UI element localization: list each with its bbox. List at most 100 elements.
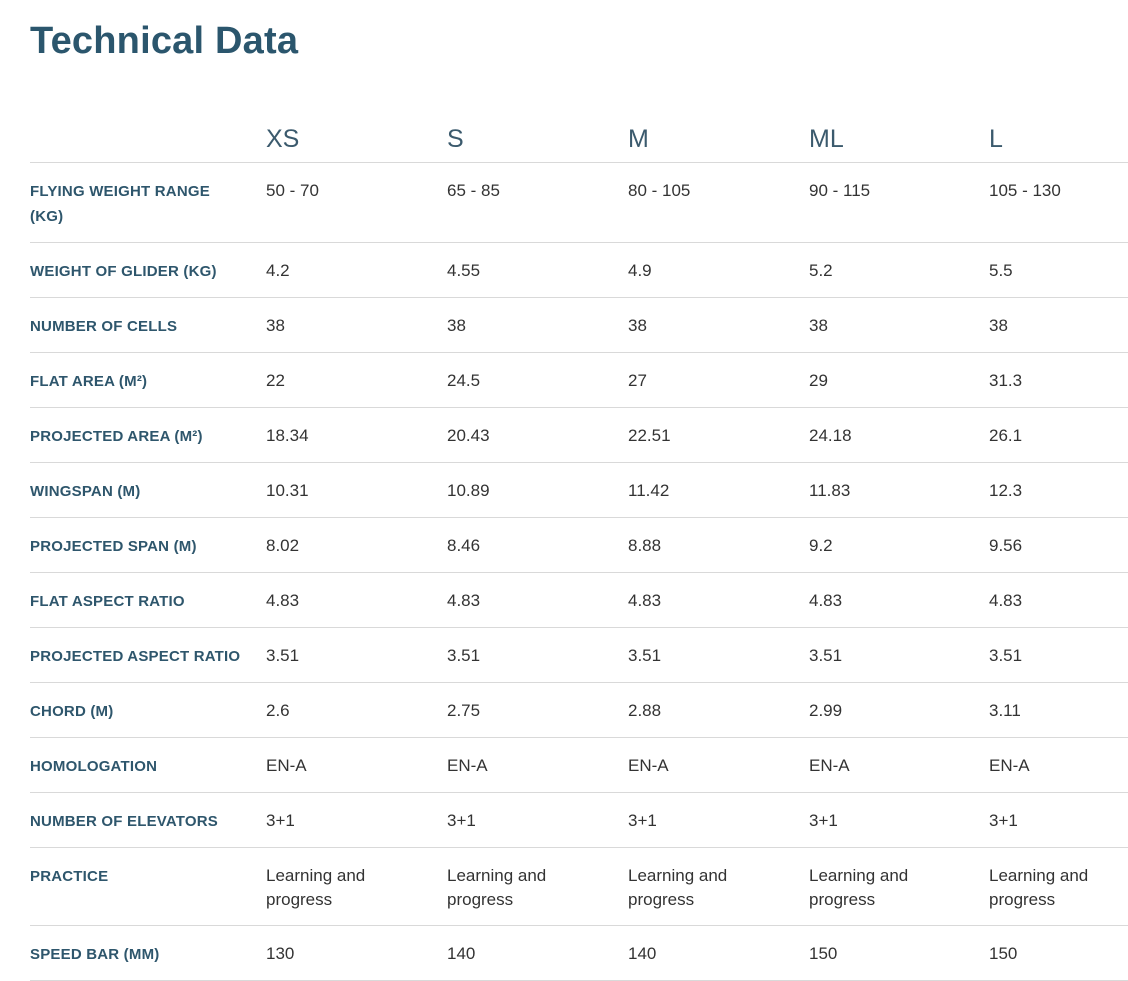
spec-value: 38 — [266, 316, 285, 335]
spec-value: 150 — [989, 944, 1018, 963]
spec-value: 4.83 — [809, 591, 843, 610]
spec-value: 3.11 — [989, 701, 1021, 720]
spec-label: WINGSPAN (M) — [30, 483, 141, 500]
spec-value: Learning and progress — [809, 866, 909, 909]
spec-value: 26.1 — [989, 426, 1023, 445]
spec-value: 50 - 70 — [266, 181, 319, 200]
spec-value: 8.02 — [266, 536, 300, 555]
spec-value: 24.18 — [809, 426, 852, 445]
spec-value: 10.31 — [266, 481, 309, 500]
spec-row-projected-area: PROJECTED AREA (M²) 18.34 20.43 22.51 24… — [30, 408, 1128, 463]
spec-row-wingspan: WINGSPAN (M) 10.31 10.89 11.42 11.83 12.… — [30, 463, 1128, 518]
spec-value: 9.56 — [989, 536, 1023, 555]
spec-value: 20.43 — [447, 426, 490, 445]
spec-value: 3.51 — [266, 646, 300, 665]
spec-value: 4.83 — [447, 591, 481, 610]
spec-label: PROJECTED SPAN (M) — [30, 538, 197, 555]
spec-value: 65 - 85 — [447, 181, 500, 200]
size-column-header-m: M — [628, 125, 649, 153]
spec-label: SPEED BAR (MM) — [30, 946, 160, 963]
spec-label: NUMBER OF ELEVATORS — [30, 813, 218, 830]
spec-row-flat-area: FLAT AREA (M²) 22 24.5 27 29 31.3 — [30, 353, 1128, 408]
spec-row-flying-weight-range: FLYING WEIGHT RANGE (KG) 50 - 70 65 - 85… — [30, 163, 1128, 243]
spec-value: 11.42 — [628, 481, 670, 500]
spec-value: 4.83 — [266, 591, 300, 610]
spec-label: FLYING WEIGHT RANGE (KG) — [30, 183, 210, 225]
spec-value: Learning and progress — [447, 866, 547, 909]
spec-value: 3.51 — [809, 646, 843, 665]
spec-row-flat-aspect-ratio: FLAT ASPECT RATIO 4.83 4.83 4.83 4.83 4.… — [30, 573, 1128, 628]
spec-label: WEIGHT OF GLIDER (KG) — [30, 263, 217, 280]
spec-value: 24.5 — [447, 371, 481, 390]
spec-value: 5.2 — [809, 261, 833, 280]
spec-value: EN-A — [989, 756, 1030, 775]
spec-label: PRACTICE — [30, 868, 109, 885]
spec-label: PROJECTED AREA (M²) — [30, 428, 203, 445]
spec-value: 4.9 — [628, 261, 652, 280]
spec-value: 4.55 — [447, 261, 481, 280]
spec-value: 140 — [628, 944, 657, 963]
spec-value: 3+1 — [989, 811, 1018, 830]
spec-value: 3+1 — [447, 811, 476, 830]
spec-value: 12.3 — [989, 481, 1023, 500]
spec-value: 2.6 — [266, 701, 290, 720]
spec-value: 11.83 — [809, 481, 851, 500]
spec-value: 22.51 — [628, 426, 671, 445]
spec-value: 38 — [989, 316, 1008, 335]
spec-value: 29 — [809, 371, 828, 390]
spec-row-speed-bar: SPEED BAR (MM) 130 140 140 150 150 — [30, 926, 1128, 981]
spec-value: 3.51 — [628, 646, 662, 665]
spec-value: 9.2 — [809, 536, 833, 555]
spec-value: 130 — [266, 944, 295, 963]
spec-value: 22 — [266, 371, 285, 390]
spec-value: 38 — [447, 316, 466, 335]
spec-value: EN-A — [809, 756, 850, 775]
spec-value: 4.83 — [989, 591, 1023, 610]
spec-value: EN-A — [266, 756, 307, 775]
size-column-header-xs: XS — [266, 125, 300, 153]
spec-value: 2.99 — [809, 701, 843, 720]
spec-value: 140 — [447, 944, 476, 963]
spec-row-practice: PRACTICE Learning and progress Learning … — [30, 848, 1128, 926]
spec-label: CHORD (M) — [30, 703, 114, 720]
spec-value: 90 - 115 — [809, 181, 871, 200]
spec-value: 18.34 — [266, 426, 309, 445]
spec-label: FLAT AREA (M²) — [30, 373, 148, 390]
spec-value: 3.51 — [989, 646, 1023, 665]
spec-value: 4.2 — [266, 261, 290, 280]
spec-label: FLAT ASPECT RATIO — [30, 593, 185, 610]
spec-value: 3+1 — [266, 811, 295, 830]
spec-row-projected-aspect-ratio: PROJECTED ASPECT RATIO 3.51 3.51 3.51 3.… — [30, 628, 1128, 683]
spec-value: 2.88 — [628, 701, 662, 720]
spec-row-homologation: HOMOLOGATION EN-A EN-A EN-A EN-A EN-A — [30, 738, 1128, 793]
spec-value: 105 - 130 — [989, 181, 1061, 200]
spec-value: 5.5 — [989, 261, 1013, 280]
spec-value: 38 — [809, 316, 828, 335]
spec-value: EN-A — [628, 756, 669, 775]
spec-value: 2.75 — [447, 701, 481, 720]
table-header-row: XS S M ML L — [30, 106, 1128, 163]
spec-value: Learning and progress — [628, 866, 728, 909]
spec-value: 8.88 — [628, 536, 662, 555]
spec-value: 150 — [809, 944, 838, 963]
spec-label: HOMOLOGATION — [30, 758, 158, 775]
spec-value: 3.51 — [447, 646, 481, 665]
spec-value: 27 — [628, 371, 647, 390]
spec-value: Learning and progress — [266, 866, 366, 909]
spec-row-weight-of-glider: WEIGHT OF GLIDER (KG) 4.2 4.55 4.9 5.2 5… — [30, 243, 1128, 298]
spec-label: PROJECTED ASPECT RATIO — [30, 648, 241, 665]
size-column-header-ml: ML — [809, 125, 844, 153]
spec-value: 38 — [628, 316, 647, 335]
page-title: Technical Data — [30, 20, 299, 62]
spec-value: 3+1 — [628, 811, 657, 830]
spec-value: 8.46 — [447, 536, 481, 555]
spec-value: EN-A — [447, 756, 488, 775]
spec-row-number-of-cells: NUMBER OF CELLS 38 38 38 38 38 — [30, 298, 1128, 353]
spec-label: NUMBER OF CELLS — [30, 318, 178, 335]
spec-value: 3+1 — [809, 811, 838, 830]
size-column-header-l: L — [989, 125, 1003, 153]
spec-value: 31.3 — [989, 371, 1023, 390]
spec-row-number-of-elevators: NUMBER OF ELEVATORS 3+1 3+1 3+1 3+1 3+1 — [30, 793, 1128, 848]
header-spacer-cell — [30, 106, 266, 162]
